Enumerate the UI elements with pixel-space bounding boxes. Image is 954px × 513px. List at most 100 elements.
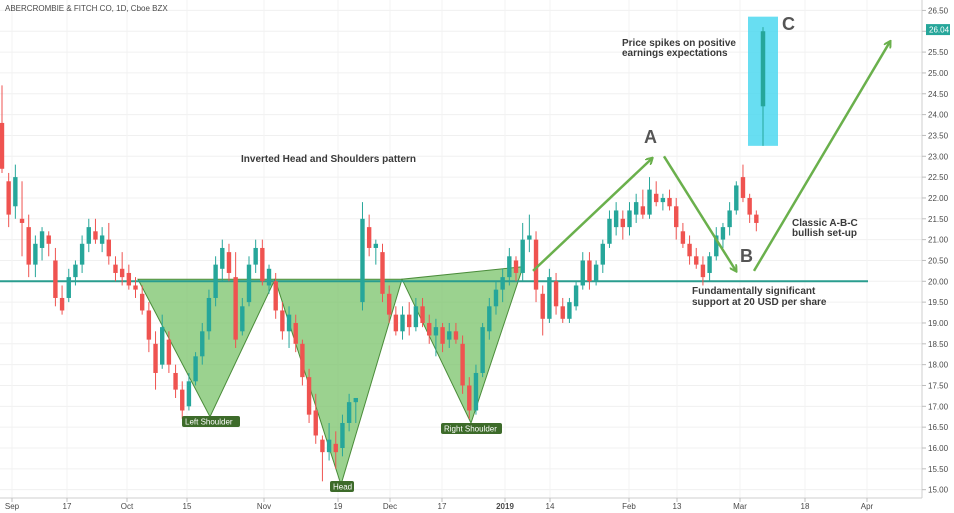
candle-body — [300, 343, 305, 378]
candle-body — [346, 402, 352, 423]
candle-body — [647, 189, 652, 215]
candle-body — [360, 218, 365, 303]
candle-body — [373, 243, 379, 248]
head-text: Head — [333, 483, 352, 492]
candle-body — [139, 293, 145, 311]
candle-body — [714, 235, 719, 257]
candle-body — [293, 322, 298, 344]
candle-body — [6, 181, 11, 215]
candle-body — [653, 193, 659, 203]
candle-body — [573, 285, 579, 307]
candle-body — [146, 310, 152, 340]
y-tick-label: 25.50 — [928, 48, 949, 57]
pattern-note: Inverted Head and Shoulders pattern — [241, 154, 416, 165]
y-tick-label: 25.00 — [928, 69, 949, 78]
candle-body — [487, 306, 492, 332]
x-tick-label: Dec — [383, 502, 397, 511]
candle-body — [720, 227, 726, 240]
candle-body — [553, 281, 559, 307]
candle-body — [640, 206, 646, 215]
candle-body — [507, 256, 512, 278]
x-tick-label: 19 — [334, 502, 343, 511]
candle-body — [286, 314, 292, 332]
candle-body — [427, 322, 432, 336]
candle-body — [93, 231, 98, 240]
y-tick-label: 16.50 — [928, 423, 949, 432]
candle-body — [527, 235, 532, 240]
abc-arrow — [662, 155, 736, 271]
candle-body — [273, 281, 278, 311]
candle-body — [460, 343, 465, 386]
candle-body — [687, 243, 692, 257]
y-tick-label: 18.50 — [928, 340, 949, 349]
y-tick-label: 23.00 — [928, 152, 949, 161]
y-tick-label: 17.00 — [928, 402, 949, 411]
candle-body — [366, 227, 372, 248]
right-shoulder-text: Right Shoulder — [444, 425, 497, 434]
candle-body — [200, 331, 205, 357]
candle-body — [233, 277, 238, 340]
left-shoulder-text: Left Shoulder — [185, 418, 233, 427]
candle-body — [33, 243, 38, 265]
candle-body — [660, 197, 666, 203]
candle-body — [560, 306, 565, 319]
letter-a: A — [644, 127, 657, 147]
candle-body — [53, 260, 58, 298]
candle-body — [226, 252, 232, 273]
y-tick-label: 17.50 — [928, 381, 949, 390]
abc-note-line1: Classic A-B-C — [792, 218, 858, 229]
y-tick-label: 20.50 — [928, 256, 949, 265]
candle-body — [393, 314, 399, 332]
candle-body — [240, 306, 245, 332]
abc-arrows — [532, 27, 890, 272]
candle-body — [547, 277, 552, 319]
x-tick-label: 15 — [183, 502, 192, 511]
y-tick-label: 24.00 — [928, 111, 949, 120]
candle-body — [567, 302, 572, 319]
y-tick-label: 22.00 — [928, 194, 949, 203]
abc-arrow — [532, 158, 652, 272]
candle-body — [260, 247, 265, 282]
candle-body — [186, 381, 192, 407]
candle-body — [280, 310, 285, 332]
candle-body — [266, 268, 272, 286]
candle-body — [106, 239, 112, 257]
x-tick-label: 18 — [801, 502, 810, 511]
candle-body — [707, 256, 712, 273]
candle-body — [694, 256, 699, 265]
candle-body — [193, 356, 198, 382]
candle-body — [607, 218, 612, 244]
y-tick-label: 18.00 — [928, 361, 949, 370]
candle-body — [59, 297, 65, 311]
y-tick-label: 15.00 — [928, 486, 949, 495]
candle-body — [740, 177, 746, 198]
x-tick-label: 2019 — [496, 502, 514, 511]
x-tick-label: Sep — [5, 502, 20, 511]
candle-body — [86, 227, 91, 244]
chart-title: ABERCROMBIE & FITCH CO, 1D, Cboe BZX — [5, 4, 168, 13]
candle-body — [700, 264, 706, 278]
candle-body — [400, 314, 405, 332]
candle-body — [620, 218, 626, 228]
y-tick-label: 21.00 — [928, 236, 949, 245]
x-tick-label: 14 — [546, 502, 555, 511]
candle-body — [467, 385, 472, 411]
candle-body — [633, 202, 639, 215]
candle-body — [173, 372, 178, 390]
candle-body — [433, 327, 439, 336]
y-axis: 15.00 15.50 16.00 16.50 17.00 17.50 18.00 18.50… — [921, 0, 949, 498]
support-note-line2: support at 20 USD per share — [692, 297, 827, 308]
candle-body — [206, 297, 212, 332]
earnings-note-line1: Price spikes on positive — [622, 38, 736, 49]
candle-body — [513, 260, 519, 273]
candle-body — [500, 277, 505, 290]
support-note-line1: Fundamentally significant — [692, 286, 816, 297]
candles-group — [0, 27, 766, 482]
y-tick-label: 26.50 — [928, 6, 949, 15]
x-tick-label: 17 — [438, 502, 447, 511]
spike-body — [760, 31, 766, 107]
current-price-text: 26.04 — [929, 26, 950, 35]
candle-body — [353, 397, 358, 403]
candle-body — [587, 260, 592, 282]
